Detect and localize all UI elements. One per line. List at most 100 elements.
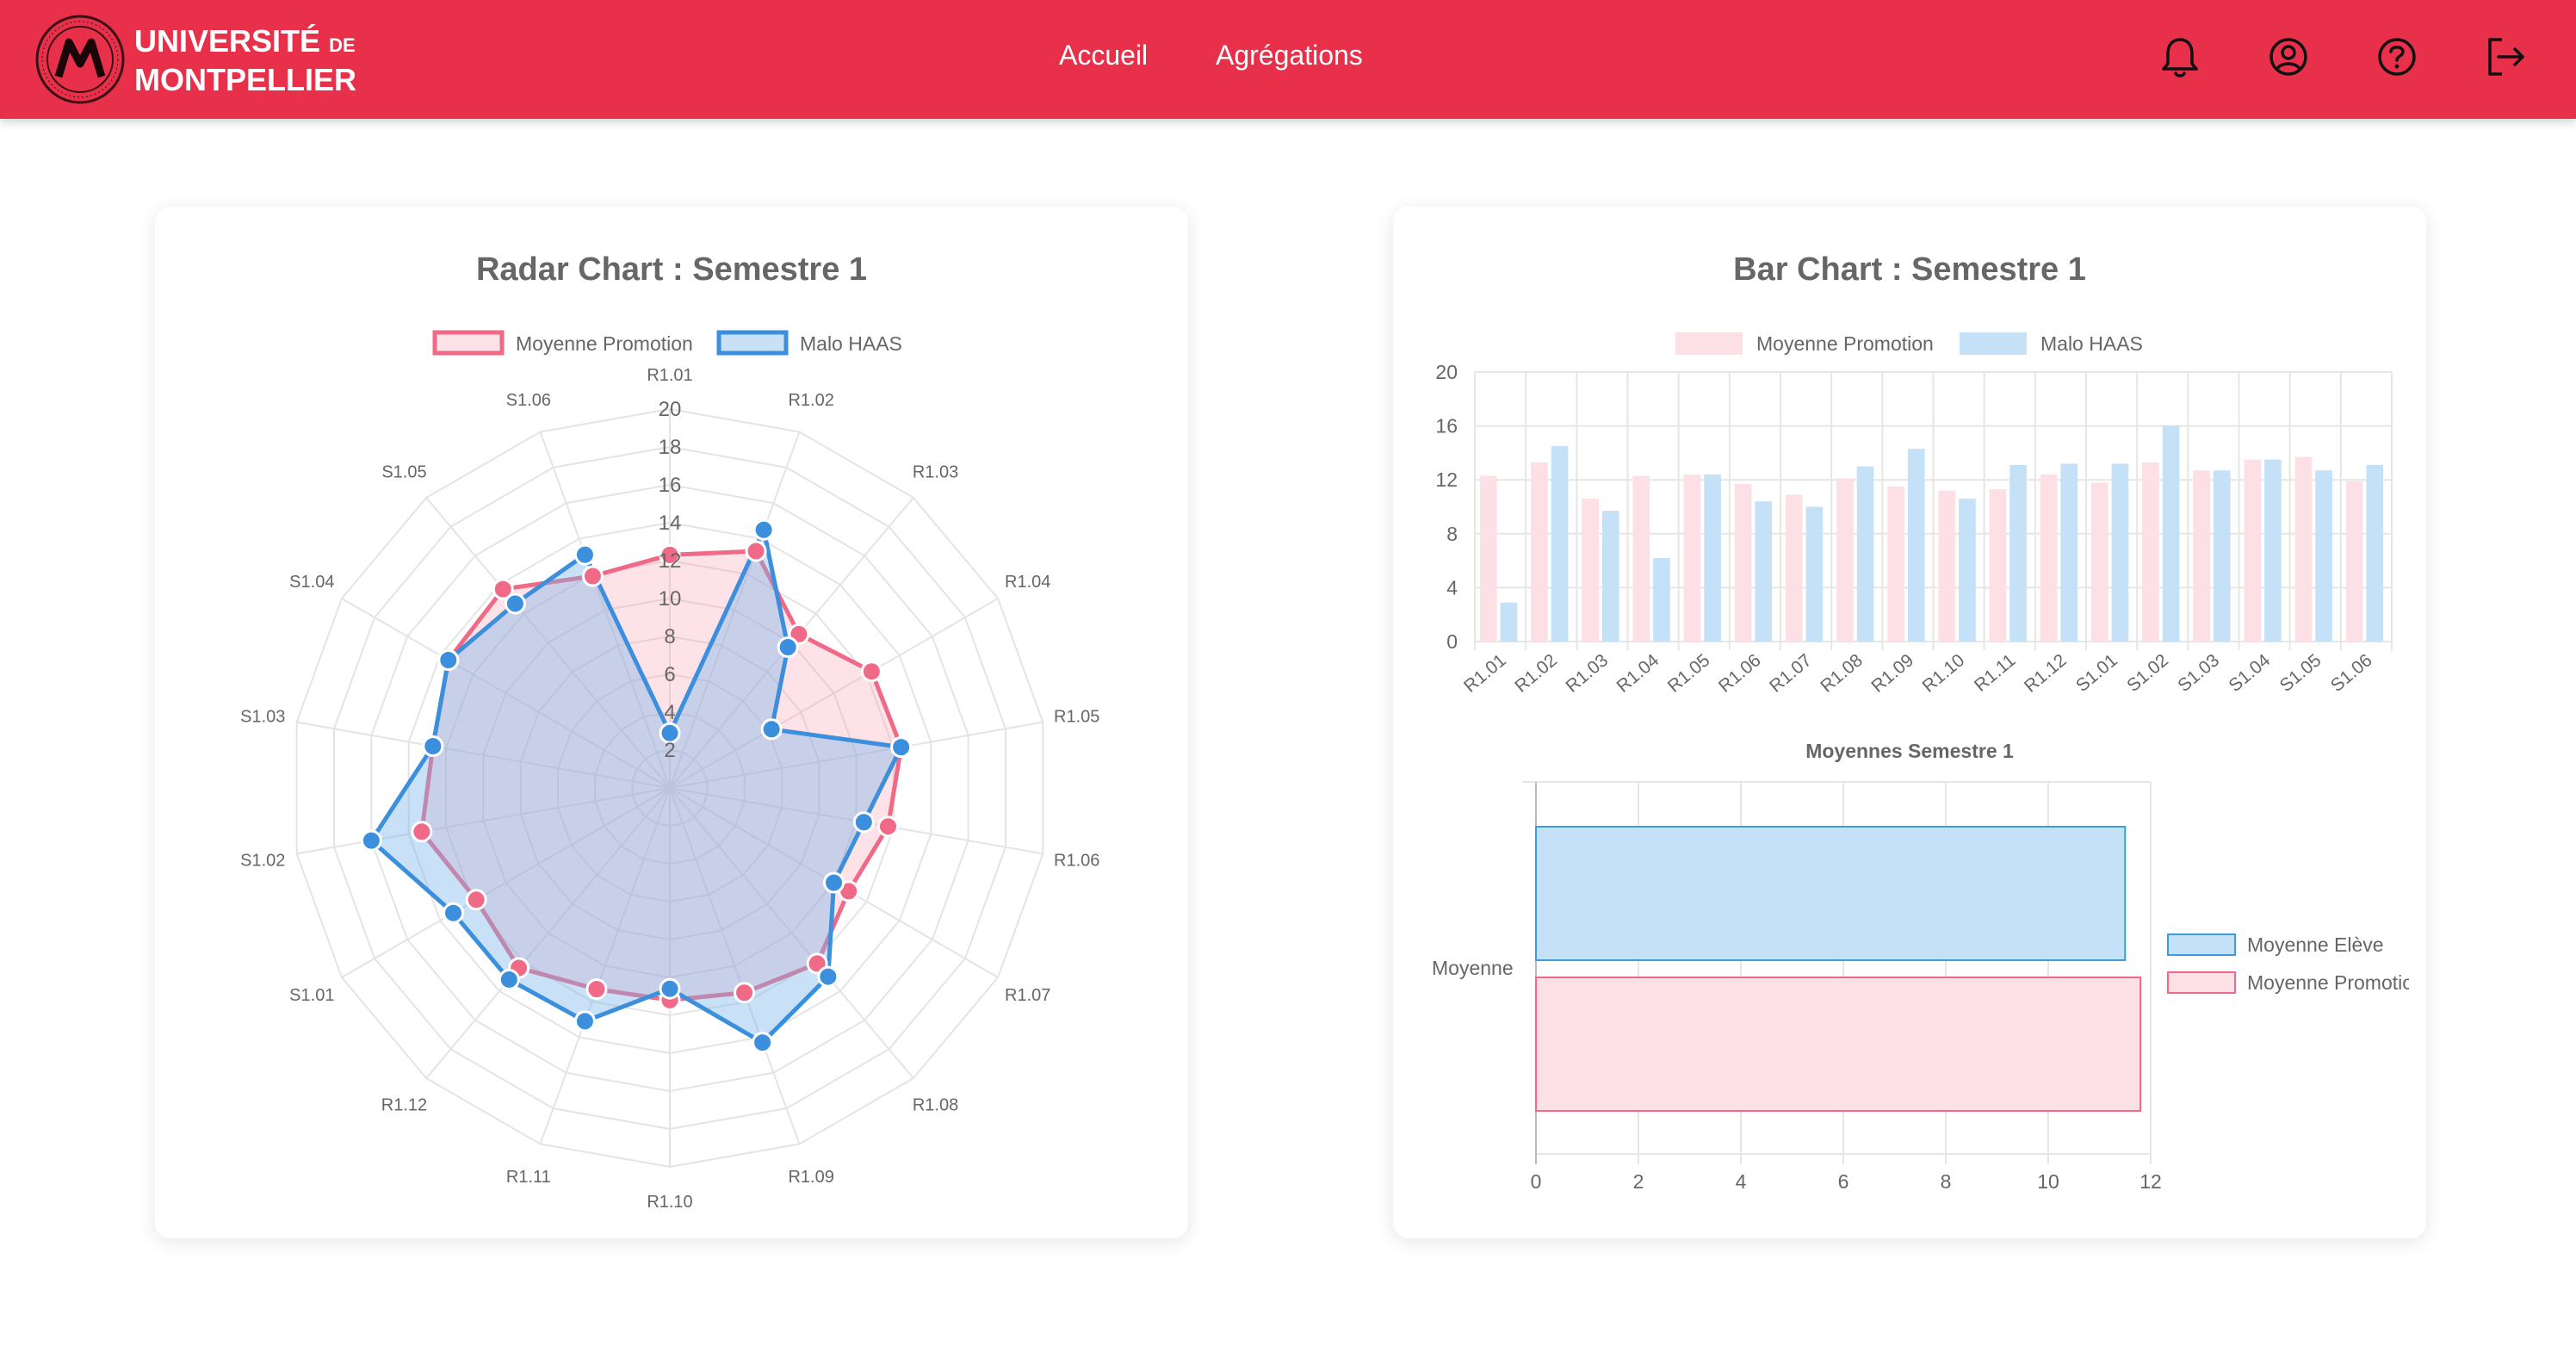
university-seal-icon [35,15,125,104]
bar-x-tick-label: R1.12 [2021,650,2071,697]
hbar-eleve [1535,826,2127,961]
radar-spoke [669,787,801,1144]
radar-point [573,543,596,566]
logo-text-suffix: DE [329,34,356,56]
radar-tick-label: 6 [664,663,675,686]
legend-swatch [1960,332,2027,355]
bar-x-tick-label: R1.11 [1971,650,2020,696]
legend-label: Moyenne Elève [2247,933,2384,956]
radar-point [498,968,520,990]
bar-promotion [2142,462,2159,642]
radar-tick-label: 10 [659,587,682,611]
bar-eleve [2060,463,2078,642]
radar-point [817,965,839,988]
legend-label: Malo HAAS [2040,332,2143,355]
bar-eleve [1959,499,1976,642]
bar-eleve [1805,506,1824,642]
radar-category-label: R1.12 [381,1096,427,1115]
radar-tick-label: 8 [664,625,675,648]
radar-tick-label: 4 [664,701,675,724]
bar-chart-card: Bar Chart : Semestre 1 Moyenne Promotion… [1393,207,2426,1238]
legend-swatch [2167,971,2236,994]
radar-chart-title: Radar Chart : Semestre 1 [475,251,868,288]
radar-spoke [425,497,671,789]
bar-y-tick-label: 8 [1446,523,1458,545]
radar-spoke [539,787,671,1144]
hbar-x-tick-label: 2 [1633,1170,1644,1193]
radar-point [852,811,875,834]
hbar-legend: Moyenne Elève Moyenne Promotion [2167,933,2409,994]
bar-chart[interactable]: Moyenne Promotion Malo HAAS048121620R1.01… [1393,207,2426,1238]
radar-category-label: S1.02 [240,851,285,870]
radar-spoke [341,787,671,978]
bar-eleve [1755,501,1773,642]
radar-category-label: R1.04 [1005,573,1050,592]
hbar-x-tick-label: 4 [1736,1170,1747,1193]
bar-x-tick-label: R1.02 [1511,650,1561,697]
bell-icon[interactable] [2154,31,2206,83]
bar-x-tick-label: R1.10 [1919,650,1969,697]
radar-category-label: R1.07 [1005,986,1050,1005]
radar-point [492,578,514,600]
radar-point [443,902,465,924]
bar-y-tick-label: 0 [1446,630,1458,653]
radar-category-label: S1.05 [381,462,426,481]
radar-category-label: R1.02 [788,391,833,410]
radar-point [860,660,882,683]
legend-label: Moyenne Promotion [516,332,693,355]
university-logo[interactable]: UNIVERSITÉ DE MONTPELLIER [33,12,356,107]
bar-x-tick-label: S1.01 [2072,650,2121,696]
logout-icon[interactable] [2480,31,2531,83]
bar-promotion [1989,489,2007,642]
nav-link-agregations[interactable]: Agrégations [1216,40,1363,71]
radar-point [465,889,487,911]
bar-x-tick-label: R1.09 [1867,650,1917,697]
bar-eleve [1601,511,1619,642]
top-navbar: UNIVERSITÉ DE MONTPELLIER Accueil Agréga… [0,0,2576,119]
radar-point [823,871,845,894]
radar-category-label: R1.01 [647,366,692,385]
bar-eleve [1653,557,1670,642]
radar-category-label: R1.03 [913,462,958,481]
radar-category-label: R1.09 [788,1168,833,1187]
bar-eleve [2213,470,2231,642]
hbar-x-tick-label: 12 [2139,1170,2162,1193]
radar-point [581,565,604,587]
bar-x-tick-label: S1.05 [2276,650,2325,696]
bar-eleve [1500,602,1518,642]
radar-tick-label: 16 [659,474,682,497]
radar-spoke [425,787,671,1079]
legend-swatch [1675,332,1743,355]
help-circle-icon[interactable] [2371,31,2423,83]
nav-link-accueil[interactable]: Accueil [1059,40,1149,71]
hbar-x-tick-label: 0 [1531,1170,1542,1193]
bar-promotion [1887,487,1904,642]
bar-eleve [2264,459,2282,642]
bar-eleve [2162,425,2180,642]
radar-category-label: S1.03 [240,708,285,727]
radar-spoke [296,787,671,855]
bar-x-tick-label: S1.06 [2327,650,2376,696]
radar-tick-label: 2 [664,739,675,762]
bar-eleve [1907,449,1925,642]
radar-chart[interactable]: Moyenne Promotion Malo HAAS 2 4 6 8 10 12 14 16 18… [155,207,1188,1238]
bar-x-tick-label: R1.07 [1766,650,1816,697]
hbar-category-label: Moyenne [1432,957,1514,979]
radar-point [876,816,899,838]
radar-tick-label: 12 [659,549,682,573]
bar-promotion [1582,499,1599,642]
radar-tick-label: 18 [659,436,682,459]
radar-spoke [539,431,671,789]
radar-tick-label: 14 [659,512,682,535]
radar-point [659,977,681,1000]
hbar-promotion [1535,977,2142,1112]
radar-point [777,636,799,659]
radar-spoke [296,721,671,789]
bar-promotion [1632,475,1650,642]
bar-x-tick-label: R1.03 [1562,650,1612,697]
bar-eleve [1551,446,1569,642]
logo-text-line1: UNIVERSITÉ [134,23,321,59]
bar-x-tick-label: R1.06 [1715,650,1765,697]
user-circle-icon[interactable] [2263,31,2314,83]
radar-point [411,821,433,843]
